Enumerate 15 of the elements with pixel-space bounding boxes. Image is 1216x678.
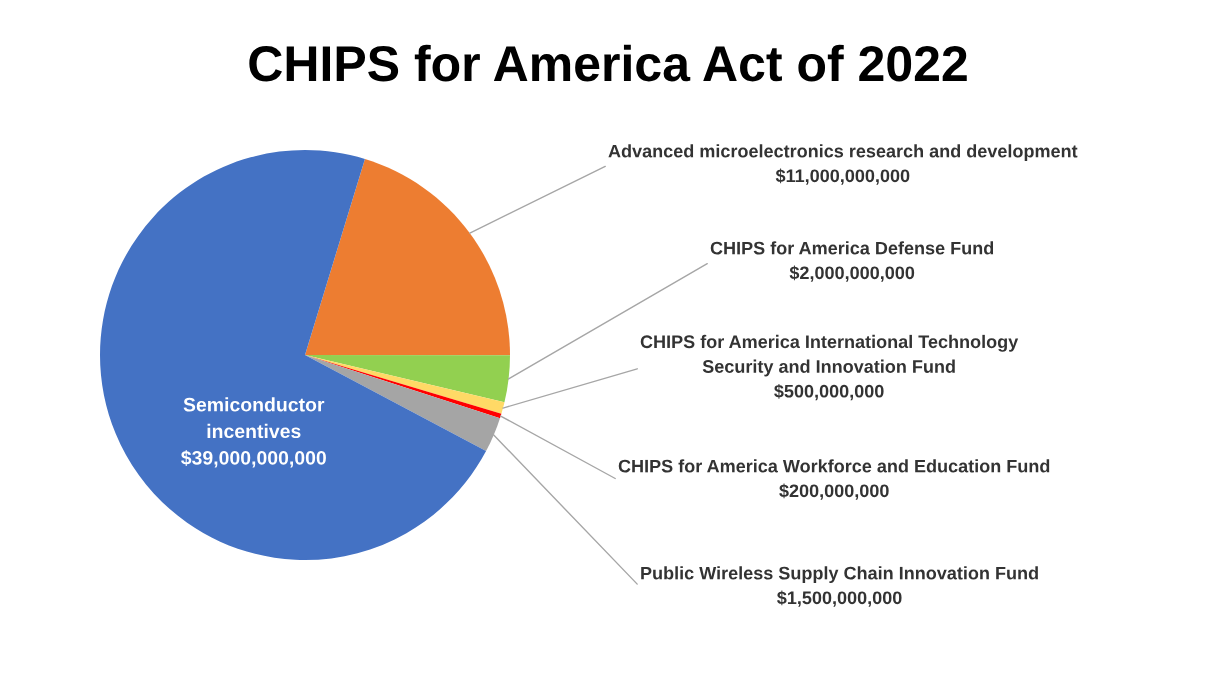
slice-label: CHIPS for America Defense Fund — [710, 241, 994, 255]
data-label: $1,500,000,000 — [777, 590, 902, 607]
slice-label: CHIPS for America International Technology Security and Innovation Fund — [640, 334, 1019, 377]
chart-title: CHIPS for America Act of 2022 — [249, 44, 967, 82]
slice-label: Public Wireless Supply Chain Innovation Fund — [641, 566, 1038, 584]
data-label: $500,000,000 — [774, 383, 884, 401]
pie-slice — [100, 150, 487, 560]
data-label: $200,000,000 — [779, 483, 889, 500]
slice-label: Advanced microelectronics research and development — [608, 144, 1078, 162]
pie-slice — [305, 158, 510, 356]
slice-label: CHIPS for America Workforce and Education Fund — [618, 459, 1050, 473]
data-label: $2,000,000,000 — [789, 265, 915, 282]
slice-label: Semiconductor incentives — [183, 397, 325, 439]
data-label: $39,000,000,000 — [181, 450, 326, 468]
data-label: $11,000,000,000 — [775, 168, 910, 185]
